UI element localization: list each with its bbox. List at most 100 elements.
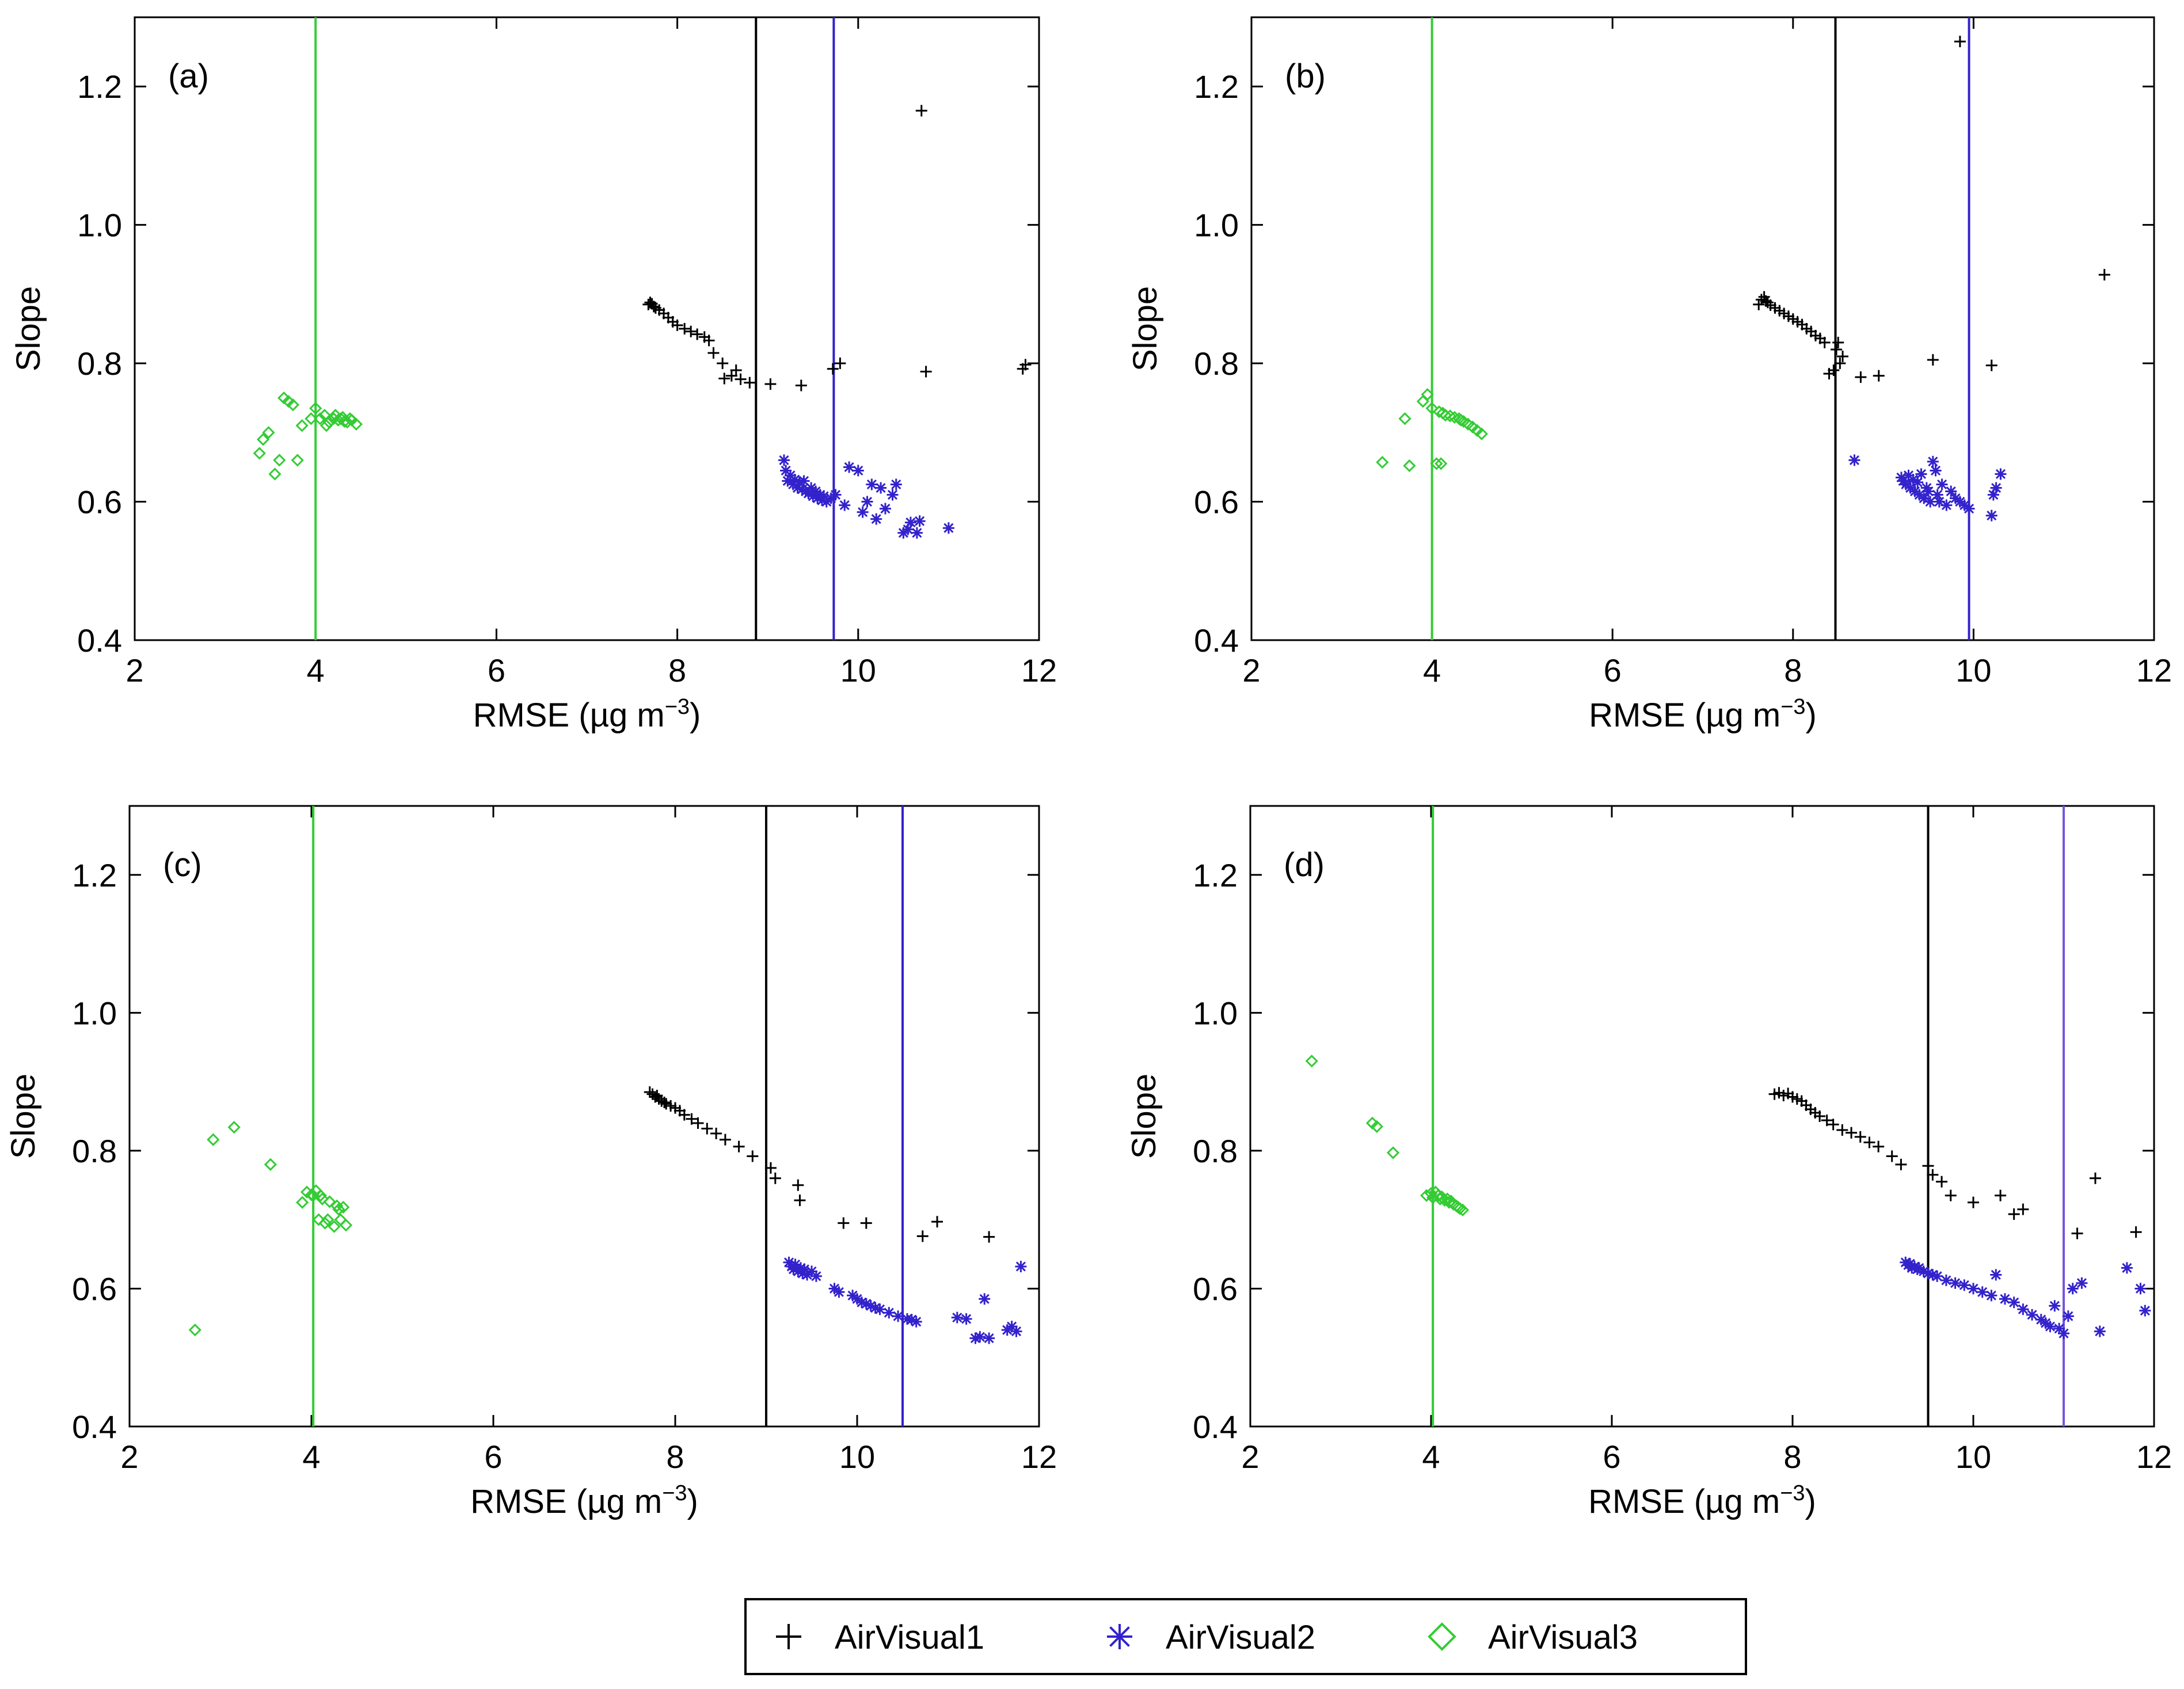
point-airvisual1 bbox=[1927, 1169, 1939, 1181]
point-airvisual1 bbox=[719, 1133, 731, 1146]
y-tick-label: 0.6 bbox=[72, 1270, 117, 1307]
point-airvisual2 bbox=[2049, 1300, 2061, 1312]
point-airvisual1 bbox=[718, 372, 730, 385]
plot-frame bbox=[1250, 16, 2155, 641]
point-airvisual2 bbox=[870, 513, 882, 525]
y-tick-label: 0.8 bbox=[1193, 1133, 1238, 1169]
y-tick-label: 1.2 bbox=[1194, 69, 1239, 105]
point-airvisual3 bbox=[313, 412, 327, 425]
point-airvisual1 bbox=[1936, 1176, 1948, 1188]
point-airvisual1 bbox=[764, 378, 777, 390]
point-airvisual3 bbox=[1432, 1189, 1445, 1202]
point-airvisual3 bbox=[315, 1192, 329, 1205]
legend-label: AirVisual1 bbox=[835, 1619, 984, 1656]
point-airvisual1 bbox=[691, 328, 703, 340]
point-airvisual2 bbox=[879, 503, 891, 515]
x-tick-label: 4 bbox=[307, 652, 325, 688]
point-airvisual1 bbox=[764, 1162, 777, 1174]
point-airvisual1 bbox=[717, 357, 729, 370]
point-airvisual3 bbox=[314, 1189, 327, 1202]
point-airvisual2 bbox=[1963, 503, 1975, 515]
point-airvisual2 bbox=[960, 1313, 972, 1325]
x-tick-label: 12 bbox=[1021, 652, 1057, 688]
point-airvisual1 bbox=[1886, 1150, 1898, 1162]
plot-frame bbox=[128, 805, 1040, 1428]
point-airvisual3 bbox=[1425, 402, 1439, 415]
point-airvisual3 bbox=[1441, 1192, 1454, 1205]
y-tick-label: 0.4 bbox=[1194, 622, 1239, 659]
legend-item-airvisual2: AirVisual2 bbox=[1107, 1619, 1315, 1656]
point-airvisual3 bbox=[286, 398, 300, 412]
point-airvisual2 bbox=[1976, 1286, 1988, 1298]
point-airvisual2 bbox=[942, 522, 954, 534]
point-airvisual1 bbox=[2098, 269, 2110, 281]
point-airvisual2 bbox=[857, 506, 869, 518]
point-airvisual3 bbox=[207, 1133, 220, 1146]
point-airvisual3 bbox=[1430, 457, 1443, 470]
legend: AirVisual1 AirVisual2 AirVisual3 bbox=[744, 1598, 1747, 1675]
point-airvisual2 bbox=[2062, 1310, 2074, 1322]
legend-item-airvisual3: AirVisual3 bbox=[1428, 1619, 1638, 1656]
point-airvisual1 bbox=[2008, 1208, 2020, 1220]
point-airvisual1 bbox=[2071, 1227, 2083, 1239]
point-airvisual1 bbox=[915, 105, 927, 117]
point-airvisual3 bbox=[1454, 413, 1467, 427]
point-airvisual3 bbox=[312, 1213, 325, 1226]
point-airvisual1 bbox=[769, 1172, 781, 1184]
y-tick-label: 1.0 bbox=[72, 995, 117, 1031]
x-tick-label: 10 bbox=[1955, 1439, 1991, 1475]
point-airvisual1 bbox=[838, 1217, 850, 1229]
series-airvisual3 bbox=[1305, 1055, 1470, 1217]
panel-c: 2 4 6 8 10 12 0.4 0.6 0.8 1.0 1.2 RMSE (µg m−3) Slop… bbox=[5, 805, 1057, 1520]
point-airvisual3 bbox=[341, 416, 354, 429]
point-airvisual3 bbox=[1475, 427, 1488, 440]
point-airvisual1 bbox=[1821, 1114, 1833, 1127]
point-airvisual2 bbox=[2017, 1303, 2029, 1315]
legend-item-airvisual1: AirVisual1 bbox=[776, 1619, 984, 1656]
point-airvisual1 bbox=[685, 325, 697, 337]
y-tick-label: 0.6 bbox=[1194, 484, 1239, 520]
point-airvisual2 bbox=[830, 489, 842, 501]
point-airvisual2 bbox=[778, 454, 790, 466]
point-airvisual2 bbox=[2139, 1304, 2151, 1317]
point-airvisual1 bbox=[735, 373, 747, 385]
point-airvisual2 bbox=[2121, 1262, 2133, 1274]
x-tick-label: 2 bbox=[120, 1439, 138, 1475]
point-airvisual1 bbox=[1834, 357, 1846, 370]
legend-label: AirVisual3 bbox=[1488, 1619, 1638, 1656]
point-airvisual2 bbox=[1915, 468, 1927, 480]
point-airvisual2 bbox=[1968, 1283, 1979, 1295]
point-airvisual1 bbox=[1922, 1160, 1934, 1172]
point-airvisual1 bbox=[678, 1109, 690, 1121]
point-airvisual2 bbox=[1990, 482, 2002, 494]
panel-label: (d) bbox=[1284, 846, 1325, 884]
point-airvisual1 bbox=[1761, 296, 1774, 309]
point-airvisual3 bbox=[1433, 405, 1446, 419]
point-airvisual3 bbox=[1420, 1189, 1433, 1202]
point-airvisual2 bbox=[890, 478, 902, 490]
y-axis-label: Slope bbox=[5, 1074, 42, 1159]
point-airvisual2 bbox=[2076, 1277, 2088, 1289]
point-airvisual1 bbox=[1846, 1127, 1858, 1139]
point-airvisual1 bbox=[2017, 1203, 2029, 1215]
point-airvisual3 bbox=[227, 1121, 241, 1134]
x-tick-label: 2 bbox=[1241, 1439, 1259, 1475]
series-airvisual3 bbox=[253, 391, 363, 481]
diamond-icon bbox=[1428, 1622, 1456, 1651]
point-airvisual3 bbox=[268, 467, 281, 481]
point-airvisual2 bbox=[983, 1332, 995, 1344]
point-airvisual2 bbox=[2026, 1308, 2038, 1321]
point-airvisual3 bbox=[1370, 1120, 1383, 1133]
point-airvisual2 bbox=[1936, 478, 1948, 490]
point-airvisual2 bbox=[2067, 1283, 2079, 1295]
point-airvisual3 bbox=[1454, 1202, 1467, 1215]
point-airvisual2 bbox=[892, 1310, 904, 1322]
y-tick-label: 0.8 bbox=[1194, 345, 1239, 382]
asterisk-icon bbox=[1107, 1624, 1132, 1649]
point-airvisual3 bbox=[1398, 412, 1411, 425]
point-airvisual1 bbox=[860, 1217, 872, 1229]
x-tick-label: 8 bbox=[1784, 652, 1802, 688]
point-airvisual3 bbox=[328, 1220, 341, 1233]
point-airvisual1 bbox=[1873, 1140, 1885, 1152]
point-airvisual1 bbox=[730, 364, 742, 376]
